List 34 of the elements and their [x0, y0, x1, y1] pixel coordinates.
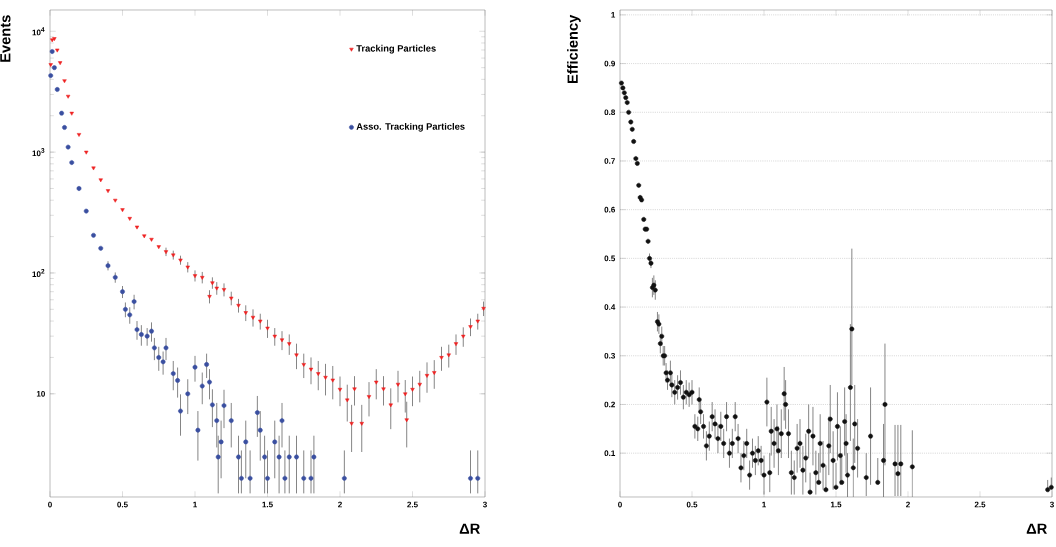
y-tick-label: 0.2 [604, 401, 615, 408]
x-tick-label: 1.5 [262, 501, 273, 508]
x-tick-label: 3 [482, 501, 487, 508]
y-tick-label: 0.4 [604, 304, 616, 310]
x-tick-label: 1.5 [830, 501, 842, 508]
x-tick-label: 0.5 [686, 501, 698, 508]
x-tick-label: 0.5 [117, 501, 128, 508]
x-tick-label: 2 [338, 501, 342, 508]
x-axis-title: ΔR [459, 523, 480, 534]
x-tick-label: 1 [193, 501, 197, 508]
y-tick-label: 0.8 [604, 109, 616, 116]
y-tick-label: 0.9 [604, 60, 616, 67]
legend-label: Tracking Particles [356, 44, 436, 54]
x-tick-label: 0 [618, 501, 622, 508]
y-tick-label: 10$^{2}$ [32, 268, 45, 278]
x-tick-label: 1 [762, 501, 767, 508]
y-tick-label: 0.5 [604, 255, 616, 262]
y-axis-title: Efficiency [567, 14, 581, 84]
y-tick-label: 1 [611, 12, 616, 18]
x-axis-title: ΔR [1026, 523, 1047, 534]
x-tick-label: 3 [1049, 501, 1054, 508]
y-tick-label: 10$^{4}$ [32, 27, 45, 36]
x-tick-label: 2 [906, 501, 910, 508]
y-axis-title: Events [0, 15, 11, 62]
x-tick-label: 2.5 [407, 501, 418, 508]
y-tick-label: 10$^{3}$ [32, 148, 45, 157]
y-tick-label: 0.7 [604, 158, 615, 164]
y-tick-label: 0.6 [604, 206, 616, 213]
y-tick-label: 10 [36, 390, 45, 397]
legend-label: Asso. Tracking Particles [356, 122, 465, 132]
y-tick-label: 0.1 [604, 450, 616, 457]
x-tick-label: 0 [48, 501, 52, 508]
x-tick-label: 2.5 [974, 501, 986, 508]
y-tick-label: 0.3 [604, 352, 616, 359]
